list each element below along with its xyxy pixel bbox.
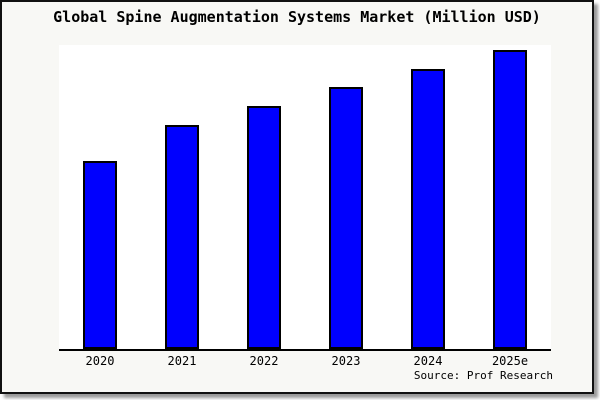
bar-slot-2024 [387, 45, 469, 349]
x-tick-label-2021: 2021 [167, 354, 197, 368]
x-tick-label-2023: 2023 [331, 354, 361, 368]
chart-frame: Global Spine Augmentation Systems Market… [0, 0, 594, 394]
bar-slot-2025e [469, 45, 551, 349]
x-tick-label-2025e: 2025e [491, 354, 529, 368]
x-axis-tick-labels: 2020 2021 2022 2023 2024 2025e [59, 354, 551, 368]
bar-2021 [165, 124, 199, 349]
bar-2020 [83, 161, 117, 349]
bar-2024 [411, 68, 445, 349]
source-credit: Source: Prof Research [413, 369, 553, 382]
bar-2025e [493, 50, 527, 349]
bar-slot-2023 [305, 45, 387, 349]
bar-2023 [329, 86, 363, 349]
x-tick-label-2020: 2020 [85, 354, 115, 368]
chart-title: Global Spine Augmentation Systems Market… [53, 8, 541, 26]
bar-2022 [247, 105, 281, 349]
bar-slot-2021 [141, 45, 223, 349]
x-tick-label-2024: 2024 [413, 354, 443, 368]
bar-slot-2020 [59, 45, 141, 349]
bar-slot-2022 [223, 45, 305, 349]
x-tick-label-2022: 2022 [249, 354, 279, 368]
plot-area [59, 45, 551, 351]
